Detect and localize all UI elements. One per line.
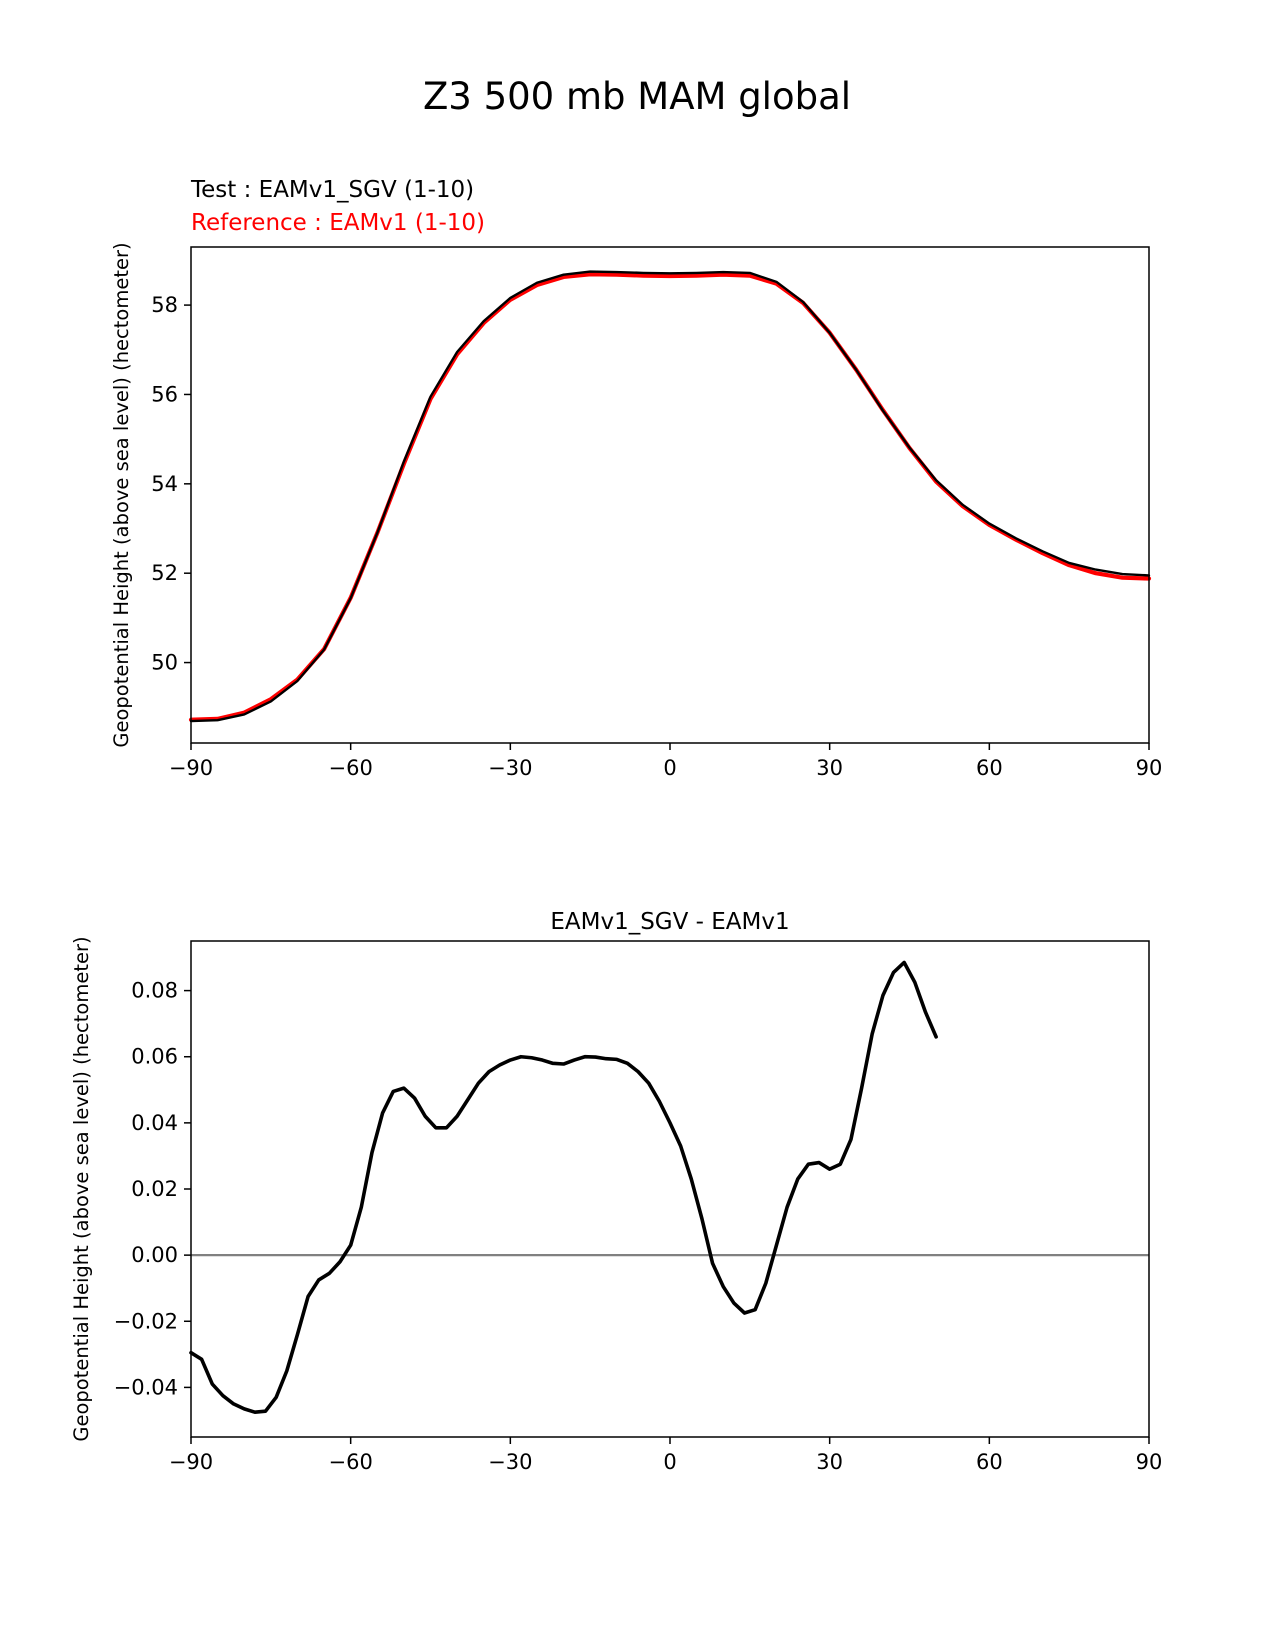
x-tick-label: 0 [663, 1450, 676, 1474]
x-tick-label: −30 [488, 1450, 532, 1474]
y-tick-label: 0.04 [131, 1111, 178, 1135]
x-tick-label: −90 [169, 756, 213, 780]
x-tick-label: 60 [976, 1450, 1003, 1474]
y-tick-label: 58 [151, 293, 178, 317]
x-tick-label: −90 [169, 1450, 213, 1474]
y-axis-label: Geopotential Height (above sea level) (h… [110, 242, 133, 747]
figure-title: Z3 500 mb MAM global [423, 75, 851, 118]
reference-series-line [188, 272, 1152, 722]
y-tick-label: 0.08 [131, 979, 178, 1003]
y-tick-label: −0.04 [114, 1375, 178, 1399]
y-tick-label: 50 [151, 651, 178, 675]
y-tick-label: −0.02 [114, 1309, 178, 1333]
y-axis-label: Geopotential Height (above sea level) (h… [70, 936, 93, 1441]
test-label: Test : EAMv1_SGV (1-10) [190, 177, 474, 203]
y-tick-label: 0.02 [131, 1177, 178, 1201]
lower-panel: −90 −60 −30 0 30 60 90 −0.04 −0.02 0.00 0.02 0.04 0.… [70, 909, 1162, 1474]
axes-frame [190, 940, 1150, 1438]
axes-frame [190, 246, 1150, 744]
panel-title: EAMv1_SGV - EAMv1 [550, 909, 789, 935]
y-tick-label: 0.00 [131, 1243, 178, 1267]
x-tick-label: 90 [1136, 756, 1163, 780]
x-tick-label: −30 [488, 756, 532, 780]
y-tick-label: 56 [151, 382, 178, 406]
difference-series-line [189, 960, 938, 1414]
upper-panel: −90 −60 −30 0 30 60 90 50 52 54 56 58 Geopotential H… [110, 177, 1162, 780]
x-tick-label: −60 [329, 756, 373, 780]
reference-label: Reference : EAMv1 (1-10) [191, 210, 485, 236]
x-tick-label: 30 [816, 1450, 843, 1474]
y-tick-label: 0.06 [131, 1045, 178, 1069]
y-tick-label: 52 [151, 561, 178, 585]
x-tick-label: 30 [816, 756, 843, 780]
y-tick-label: 54 [151, 472, 178, 496]
x-tick-label: 60 [976, 756, 1003, 780]
x-tick-label: 90 [1136, 1450, 1163, 1474]
x-tick-label: −60 [329, 1450, 373, 1474]
test-series-line [189, 270, 1151, 723]
x-tick-label: 0 [663, 756, 676, 780]
